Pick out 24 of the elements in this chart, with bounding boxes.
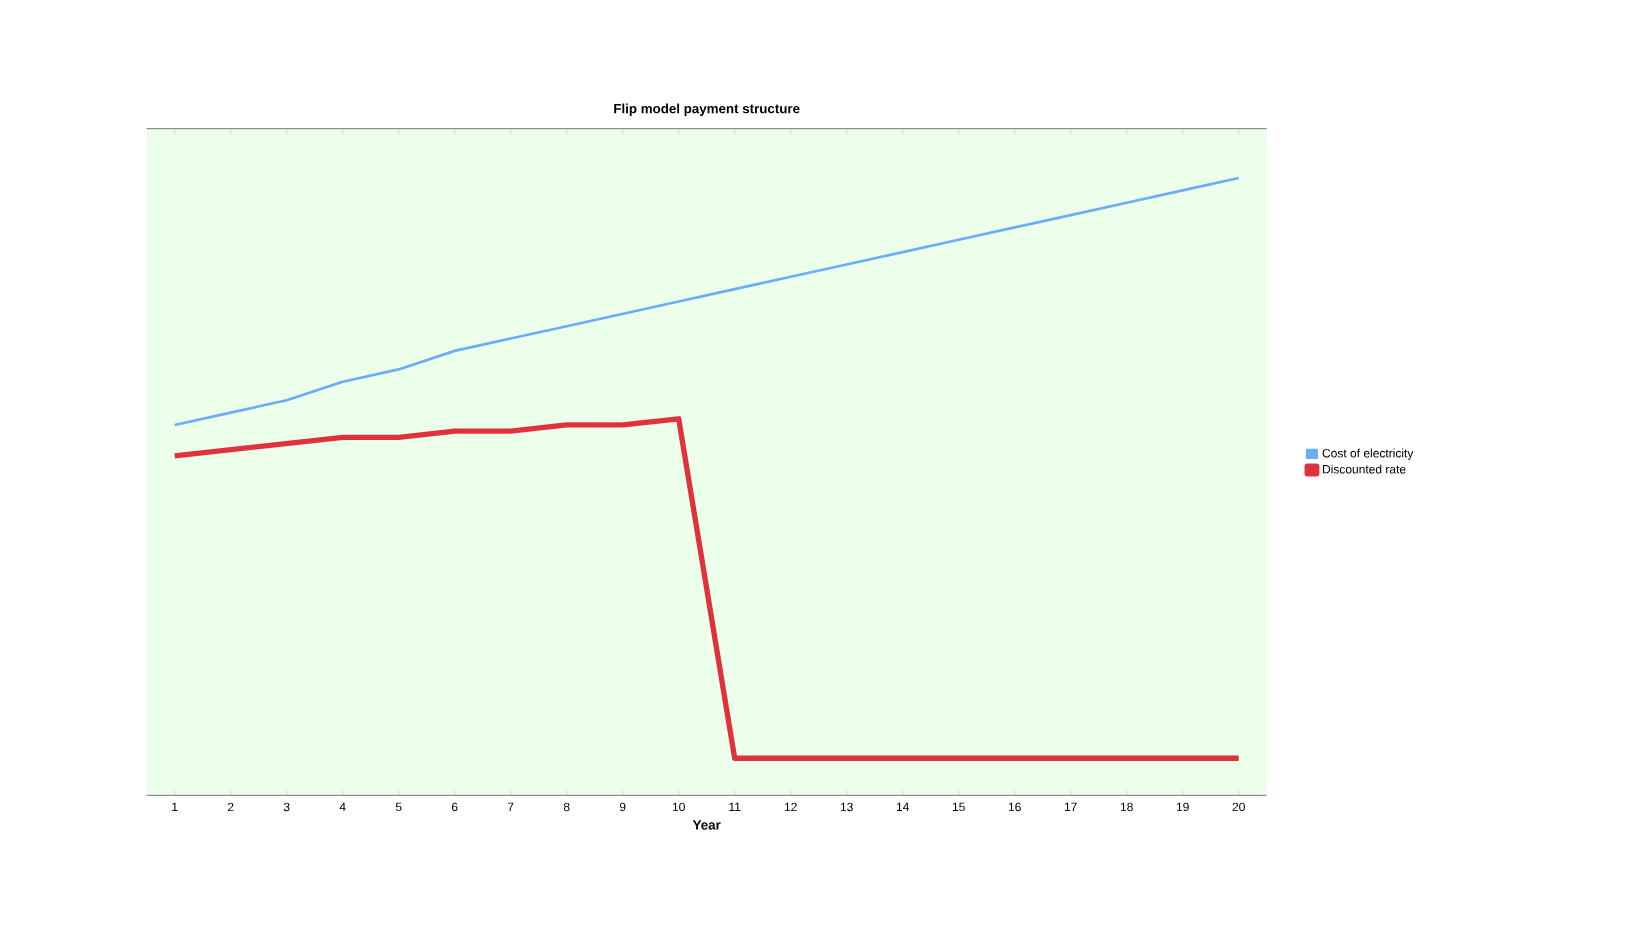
x-tick-label: 10 [672,802,685,812]
x-tick-label: 13 [840,802,853,812]
x-tick-label: 12 [784,802,797,812]
x-tick-label: 2 [227,802,234,812]
x-tick-label: 18 [1120,802,1133,812]
x-tick-label: 15 [952,802,965,812]
x-tick-label: 5 [395,802,402,812]
x-axis-title: Year [692,820,721,830]
x-tick-label: 20 [1232,802,1245,812]
x-tick-label: 9 [619,802,626,812]
x-tick-label: 3 [283,802,290,812]
x-tick-label: 7 [507,802,514,811]
x-tick-label: 6 [451,802,458,812]
x-tick-label: 17 [1064,802,1077,811]
x-tick-label: 8 [563,802,570,812]
x-tick-label: 11 [729,802,741,811]
legend-label: Discounted rate [1323,464,1406,474]
x-tick-label: 4 [339,802,346,811]
chart-title: Flip model payment structure [614,103,800,116]
legend-label: Cost of electricity [1322,448,1414,460]
x-tick-label: 14 [896,802,909,811]
x-tick-label: 1 [172,802,178,811]
x-tick-label: 16 [1008,802,1021,812]
x-tick-label: 19 [1176,802,1189,812]
